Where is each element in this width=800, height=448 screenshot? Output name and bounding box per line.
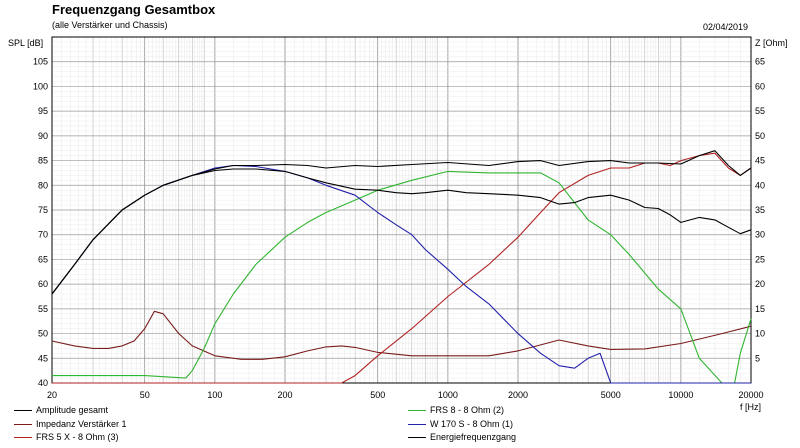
series-line-impedanz-verst-rker-1 — [51, 310, 752, 360]
legend-swatch — [408, 423, 426, 425]
x-tick-label: 500 — [370, 390, 385, 400]
chart-subtitle: (alle Verstärker und Chassis) — [52, 20, 168, 30]
legend-item: FRS 5 X - 8 Ohm (3) — [14, 432, 119, 442]
y-tick-label-left: 85 — [38, 156, 48, 166]
y-tick-label-left: 45 — [38, 353, 48, 363]
legend-swatch — [408, 409, 426, 411]
y-tick-label-right: 25 — [755, 254, 765, 264]
y-tick-label-left: 75 — [38, 205, 48, 215]
y-tick-label-right: 15 — [755, 304, 765, 314]
y-tick-label-left: 70 — [38, 230, 48, 240]
x-tick-label: 20000 — [738, 390, 763, 400]
y-axis-label-right: Z [Ohm] — [755, 38, 788, 48]
y-tick-label-left: 50 — [38, 329, 48, 339]
x-tick-label: 50 — [140, 390, 150, 400]
chart-title: Frequenzgang Gesamtbox — [52, 2, 216, 17]
legend-label: Impedanz Verstärker 1 — [36, 419, 127, 429]
y-tick-label-right: 5 — [755, 353, 760, 363]
y-tick-label-left: 80 — [38, 180, 48, 190]
y-tick-label-left: 105 — [33, 57, 48, 67]
x-axis-label: f [Hz] — [740, 402, 762, 412]
x-tick-label: 200 — [277, 390, 292, 400]
legend-label: FRS 8 - 8 Ohm (2) — [430, 405, 505, 415]
y-tick-label-left: 100 — [33, 81, 48, 91]
y-tick-label-right: 35 — [755, 205, 765, 215]
y-tick-label-right: 40 — [755, 180, 765, 190]
legend-swatch — [14, 436, 32, 438]
y-tick-label-left: 95 — [38, 106, 48, 116]
y-tick-label-right: 30 — [755, 230, 765, 240]
y-tick-label-left: 40 — [38, 378, 48, 388]
legend-item: FRS 8 - 8 Ohm (2) — [408, 405, 504, 415]
y-tick-label-right: 10 — [755, 329, 765, 339]
legend-swatch — [408, 436, 426, 438]
legend-label: Energiefrequenzgang — [430, 432, 517, 442]
y-tick-label-left: 90 — [38, 131, 48, 141]
y-tick-label-right: 60 — [755, 81, 765, 91]
y-tick-label-right: 65 — [755, 57, 765, 67]
legend-swatch — [14, 423, 32, 425]
legend-label: Amplitude gesamt — [36, 405, 109, 415]
y-tick-label-left: 65 — [38, 254, 48, 264]
legend-item: Amplitude gesamt — [14, 405, 108, 415]
x-tick-label: 20 — [47, 390, 57, 400]
x-tick-label: 1000 — [438, 390, 458, 400]
y-tick-label-right: 20 — [755, 279, 765, 289]
legend-item: W 170 S - 8 Ohm (1) — [408, 419, 513, 429]
legend-swatch — [14, 409, 32, 411]
legend-item: Impedanz Verstärker 1 — [14, 419, 127, 429]
chart-date: 02/04/2019 — [702, 22, 748, 32]
x-tick-label: 100 — [207, 390, 222, 400]
y-axis-label-left: SPL [dB] — [8, 38, 44, 48]
plot-frame — [51, 36, 752, 384]
x-tick-label: 2000 — [508, 390, 528, 400]
x-tick-label: 10000 — [668, 390, 693, 400]
legend-item: Energiefrequenzgang — [408, 432, 516, 442]
series-line-frs-8-8-ohm-2 — [52, 170, 752, 384]
y-tick-label-left: 55 — [38, 304, 48, 314]
y-tick-label-right: 55 — [755, 106, 765, 116]
x-tick-label: 5000 — [601, 390, 621, 400]
y-tick-label-right: 50 — [755, 131, 765, 141]
legend-label: W 170 S - 8 Ohm (1) — [430, 419, 514, 429]
series-line-amplitude-gesamt — [51, 150, 752, 295]
y-tick-label-left: 60 — [38, 279, 48, 289]
y-tick-label-right: 45 — [755, 156, 765, 166]
legend-label: FRS 5 X - 8 Ohm (3) — [36, 432, 119, 442]
